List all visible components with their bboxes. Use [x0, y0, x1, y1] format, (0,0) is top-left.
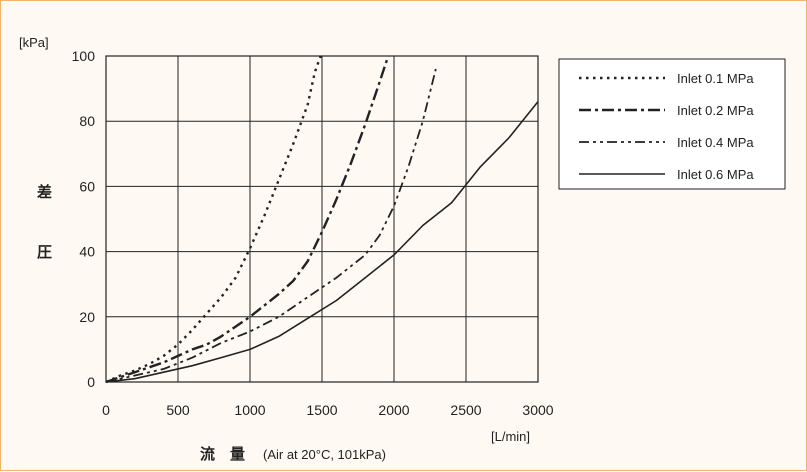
series-line	[105, 55, 322, 384]
y-label-jp-2: 圧	[37, 243, 52, 261]
legend-label: Inlet 0.4 MPa	[677, 135, 754, 150]
y-tick-label: 60	[79, 178, 95, 194]
ticks: 0 500 1000 1500 2000 2500 3000 0 20 40 60 80 100	[72, 48, 554, 418]
x-label-jp: 流 量	[200, 445, 245, 463]
x-tick-label: 1000	[234, 402, 265, 418]
x-tick-label: 2000	[378, 402, 409, 418]
series-line	[105, 68, 437, 383]
legend-label: Inlet 0.1 MPa	[677, 71, 754, 86]
x-tick-label: 2500	[450, 402, 481, 418]
y-tick-label: 80	[79, 113, 95, 129]
y-tick-label: 0	[87, 374, 95, 390]
x-tick-label: 3000	[522, 402, 553, 418]
grid	[105, 55, 539, 383]
series-line	[105, 55, 390, 384]
legend-label: Inlet 0.2 MPa	[677, 103, 754, 118]
x-tick-label: 500	[166, 402, 190, 418]
x-tick-label: 0	[102, 402, 110, 418]
plot-area	[105, 55, 539, 383]
legend-box	[558, 58, 786, 190]
x-unit-label: [L/min]	[491, 429, 530, 444]
series-line	[105, 101, 539, 383]
series-layer	[105, 55, 539, 384]
x-label-condition: (Air at 20°C, 101kPa)	[263, 447, 386, 462]
legend-label: Inlet 0.6 MPa	[677, 167, 754, 182]
y-label-jp-1: 差	[37, 183, 52, 201]
y-tick-label: 40	[79, 244, 95, 260]
y-tick-label: 20	[79, 309, 95, 325]
y-tick-label: 100	[72, 48, 96, 64]
x-tick-label: 1500	[306, 402, 337, 418]
legend: Inlet 0.1 MPa Inlet 0.2 MPa Inlet 0.4 MPa I…	[558, 58, 786, 190]
y-unit-label: [kPa]	[19, 35, 49, 50]
